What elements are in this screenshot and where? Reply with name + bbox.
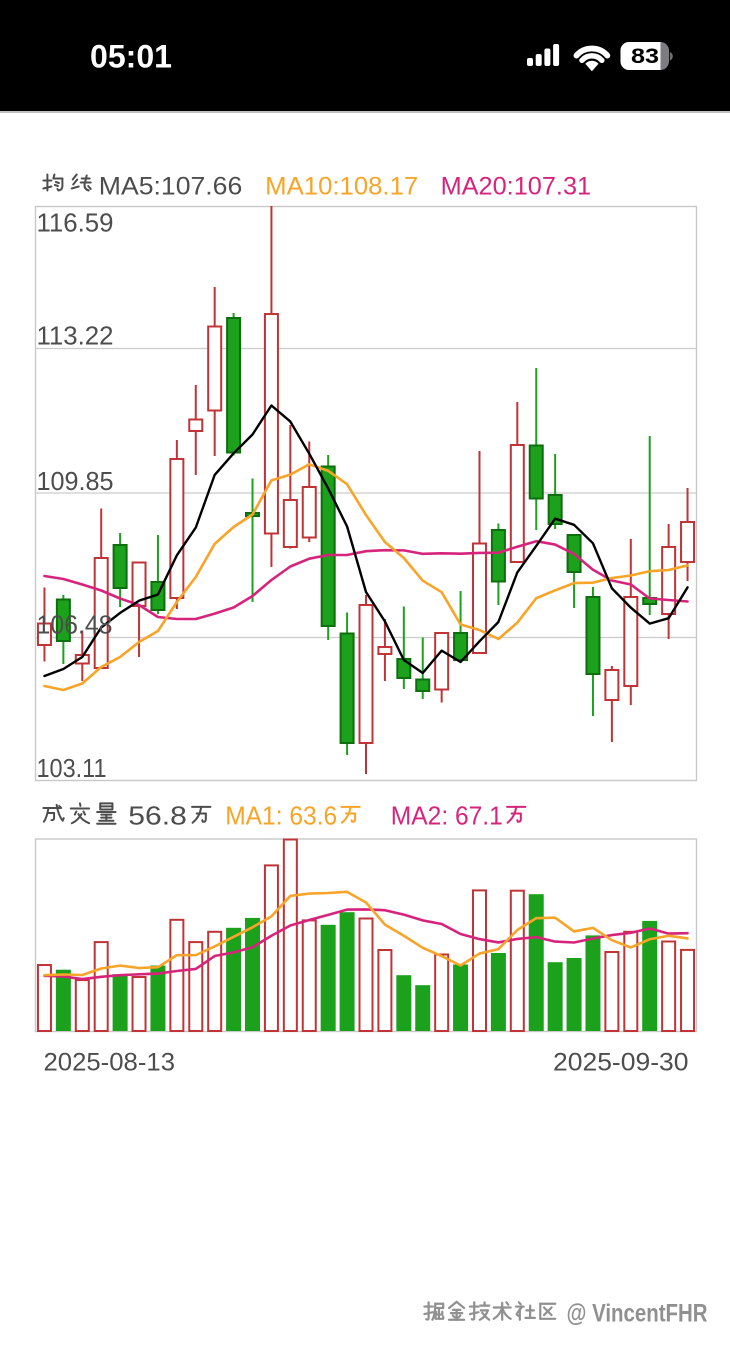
svg-text:MA10:108.17: MA10:108.17 [265,173,418,201]
svg-text:@ VincentFHR: @ VincentFHR [568,1301,709,1329]
svg-text:113.22: 113.22 [37,321,114,351]
svg-text:MA20:107.31: MA20:107.31 [441,173,591,201]
svg-text:83: 83 [631,44,659,68]
svg-text:56.8: 56.8 [128,803,187,831]
svg-text:MA1: 63.6: MA1: 63.6 [225,803,337,831]
svg-text:103.11: 103.11 [37,753,107,783]
svg-text:@ VincentFHR: @ VincentFHR [567,1300,708,1328]
svg-text:2025-08-13: 2025-08-13 [44,1049,176,1077]
svg-text:MA5:107.66: MA5:107.66 [99,173,243,201]
svg-text:106.48: 106.48 [37,610,113,640]
svg-text:05:01: 05:01 [90,39,172,75]
svg-text:116.59: 116.59 [37,207,114,237]
svg-text:2025-09-30: 2025-09-30 [553,1049,689,1077]
svg-text:MA2: 67.1: MA2: 67.1 [391,803,503,831]
svg-text:109.85: 109.85 [37,466,114,496]
